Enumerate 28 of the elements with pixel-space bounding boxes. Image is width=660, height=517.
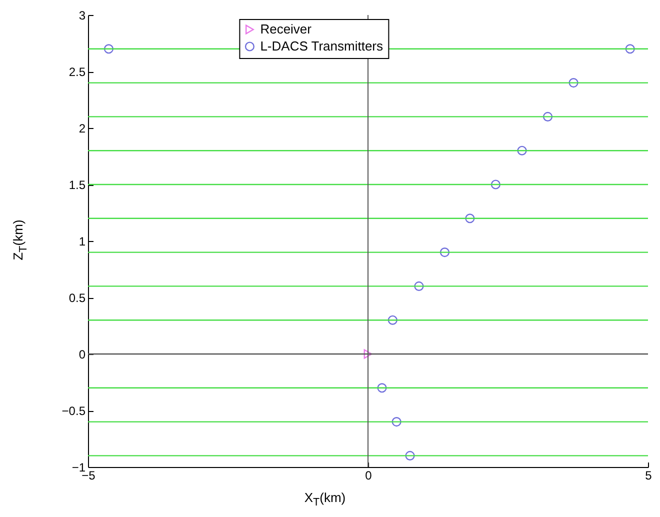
y-tick-label: 1 bbox=[78, 234, 86, 248]
point bbox=[392, 417, 402, 427]
y-tick-label: 0.5 bbox=[68, 291, 86, 305]
y-tick-label: −0.5 bbox=[62, 404, 86, 418]
point bbox=[517, 146, 527, 156]
point bbox=[405, 450, 415, 460]
point bbox=[465, 214, 475, 224]
y-tick-label: 1.5 bbox=[68, 178, 86, 192]
point bbox=[568, 78, 578, 88]
x-axis-title: X$_{T}$(km) bbox=[303, 490, 347, 509]
point bbox=[104, 44, 114, 54]
y-tick-label: 0 bbox=[78, 348, 86, 362]
legend-label: Receiver bbox=[260, 22, 312, 36]
x-tick-label: 5 bbox=[645, 468, 652, 482]
x-tick-label: 0 bbox=[365, 468, 372, 482]
point bbox=[388, 315, 398, 325]
y-tick-label: −1 bbox=[72, 460, 86, 474]
y-tick-label: 3 bbox=[78, 8, 86, 22]
point bbox=[377, 383, 387, 393]
point bbox=[440, 248, 450, 258]
legend-label: L-DACS Transmitters bbox=[260, 38, 384, 54]
point bbox=[364, 349, 372, 359]
y-tick-label: 2 bbox=[78, 122, 86, 136]
point bbox=[414, 281, 424, 291]
point bbox=[490, 180, 500, 190]
point bbox=[625, 44, 635, 54]
y-tick-label: 2.5 bbox=[68, 65, 86, 79]
point bbox=[542, 112, 553, 122]
